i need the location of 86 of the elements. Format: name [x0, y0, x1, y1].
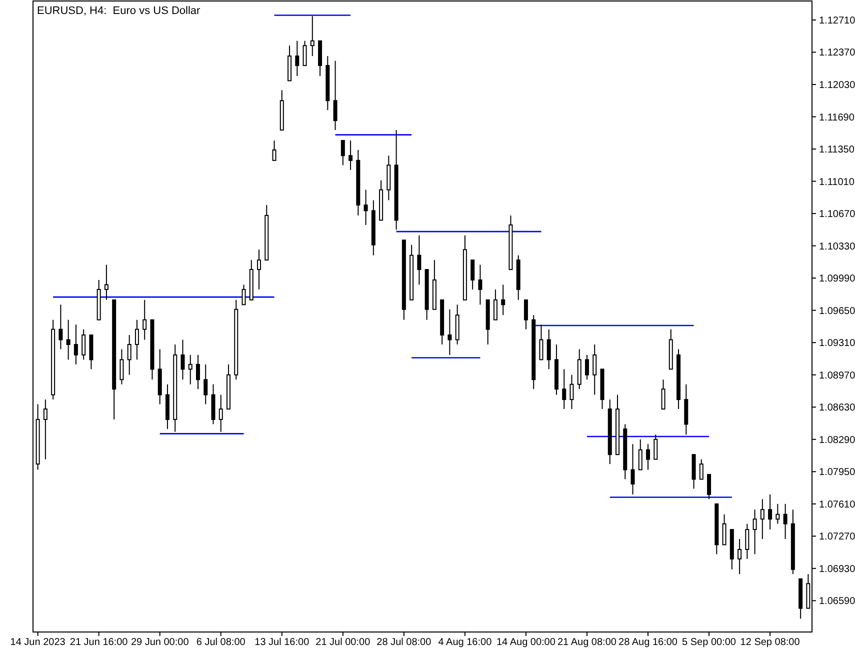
candlestick — [630, 444, 635, 495]
candlestick — [348, 140, 353, 170]
candlestick — [661, 379, 666, 410]
y-tick-label: 1.08970 — [819, 370, 855, 382]
x-tick-label: 6 Jul 08:00 — [196, 637, 246, 648]
y-tick-label: 1.09990 — [819, 274, 855, 285]
candlestick — [738, 538, 742, 575]
candlestick — [768, 494, 772, 530]
candlestick — [188, 354, 192, 385]
y-tick-label: 1.12030 — [819, 80, 855, 91]
candlestick — [142, 299, 147, 340]
candlestick — [127, 334, 132, 376]
y-tick-label: 1.07950 — [819, 467, 855, 478]
x-tick-label: 29 Jun 00:00 — [130, 637, 190, 648]
y-tick-label: 1.06930 — [819, 564, 855, 575]
candlestick — [539, 324, 544, 360]
candlestick — [654, 434, 658, 460]
x-tick-label: 12 Sep 08:00 — [740, 637, 800, 648]
candlestick — [546, 328, 551, 370]
y-tick-label: 1.09650 — [819, 306, 855, 317]
candlestick — [699, 458, 704, 480]
y-tick-label: 1.11690 — [819, 112, 855, 124]
candlestick — [120, 348, 124, 385]
candlestick — [448, 308, 452, 356]
candlestick — [470, 260, 475, 290]
y-tick-label: 1.12370 — [819, 48, 855, 59]
y-tick-label: 1.11350 — [819, 144, 855, 156]
candlestick — [478, 264, 482, 306]
candlestick — [364, 189, 368, 226]
candlestick — [776, 503, 780, 524]
x-tick-label: 14 Aug 00:00 — [496, 637, 556, 648]
candlestick — [74, 324, 78, 365]
candlestick — [722, 514, 726, 546]
x-tick-label: 4 Aug 16:00 — [438, 637, 492, 648]
candlestick — [417, 234, 422, 286]
y-tick-label: 1.12710 — [819, 15, 855, 26]
candlestick — [82, 328, 86, 360]
candlestick — [592, 344, 597, 396]
candlestick — [707, 474, 712, 500]
x-tick-label: 28 Jul 08:00 — [376, 637, 432, 648]
y-tick-label: 1.11010 — [819, 176, 855, 188]
candlestick — [570, 374, 574, 410]
chart-title: EURUSD, H4: Euro vs US Dollar — [37, 5, 201, 17]
candlestick — [218, 394, 223, 432]
candlestick — [745, 523, 750, 560]
y-tick-label: 1.10330 — [819, 241, 855, 252]
y-tick-label: 1.07270 — [819, 532, 855, 543]
x-tick-label: 21 Jun 16:00 — [70, 637, 128, 648]
candlestick — [204, 364, 208, 405]
candlestick — [242, 284, 246, 306]
y-tick-label: 1.06590 — [819, 596, 855, 608]
y-tick-label: 1.09310 — [819, 338, 855, 350]
candlestick — [783, 503, 788, 540]
y-tick-label: 1.08630 — [819, 402, 855, 414]
candlestick — [646, 444, 650, 470]
y-tick-label: 1.10670 — [819, 209, 855, 220]
candlestick — [104, 264, 108, 300]
x-tick-label: 28 Aug 16:00 — [618, 637, 678, 648]
candlestick — [524, 299, 528, 330]
x-tick-label: 13 Jul 16:00 — [254, 637, 310, 648]
candlestick — [58, 304, 63, 350]
x-tick-label: 14 Jun 2023 — [10, 637, 66, 648]
candlestick — [66, 319, 70, 360]
candlestick — [180, 339, 185, 380]
x-tick-label: 21 Aug 08:00 — [558, 637, 617, 648]
candlestick — [340, 140, 345, 166]
candlestick — [310, 16, 314, 57]
candlestick — [295, 40, 300, 76]
candlestick — [501, 284, 506, 316]
candlestick — [493, 288, 498, 320]
candlestick — [760, 498, 764, 540]
candlestick — [272, 140, 276, 161]
candlestick — [752, 509, 757, 555]
candlestick — [43, 399, 48, 460]
candlestick — [638, 438, 642, 470]
candlestick — [302, 40, 307, 66]
candlestick — [584, 354, 589, 380]
candlestick — [134, 319, 139, 360]
x-tick-label: 5 Sep 00:00 — [682, 637, 736, 648]
y-tick-label: 1.07610 — [819, 499, 855, 510]
candlestick — [333, 60, 338, 131]
candlestick — [562, 368, 566, 410]
candlestick — [257, 249, 262, 290]
candlestick — [196, 354, 200, 390]
y-tick-label: 1.08290 — [819, 434, 855, 446]
x-tick-label: 21 Jul 00:00 — [316, 637, 371, 648]
